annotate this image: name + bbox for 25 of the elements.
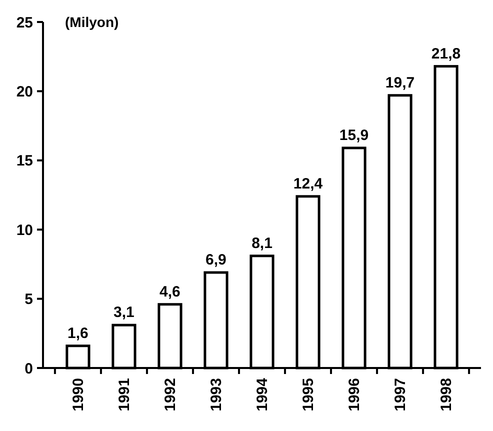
x-tick-label: 1996 — [346, 378, 364, 412]
data-label: 4,6 — [160, 283, 180, 300]
x-tick-label: 1992 — [162, 378, 179, 412]
y-tick-label: 10 — [16, 222, 33, 239]
data-label: 8,1 — [252, 234, 272, 252]
x-tick-label: 1990 — [70, 378, 87, 412]
x-tick-label: 1991 — [116, 378, 133, 412]
x-tick-label: 1993 — [208, 378, 225, 412]
y-tick-label: 15 — [16, 152, 33, 170]
data-label: 19,7 — [385, 74, 415, 92]
data-label: 21,8 — [431, 45, 461, 62]
y-tick-label: 20 — [16, 83, 33, 100]
data-label: 6,9 — [206, 252, 226, 269]
data-label: 1,6 — [68, 324, 88, 342]
data-label: 12,4 — [293, 175, 324, 192]
x-tick-label: 1998 — [438, 378, 456, 412]
data-label: 3,1 — [114, 304, 134, 322]
y-axis-title: (Milyon) — [65, 14, 119, 30]
data-label: 15,9 — [339, 126, 369, 144]
y-tick-label: 5 — [24, 291, 33, 308]
x-tick-label: 1995 — [300, 378, 318, 412]
x-tick-label: 1997 — [392, 378, 410, 412]
x-tick-label: 1994 — [254, 377, 271, 412]
y-tick-label: 25 — [16, 14, 33, 32]
y-tick-label: 0 — [24, 360, 33, 378]
